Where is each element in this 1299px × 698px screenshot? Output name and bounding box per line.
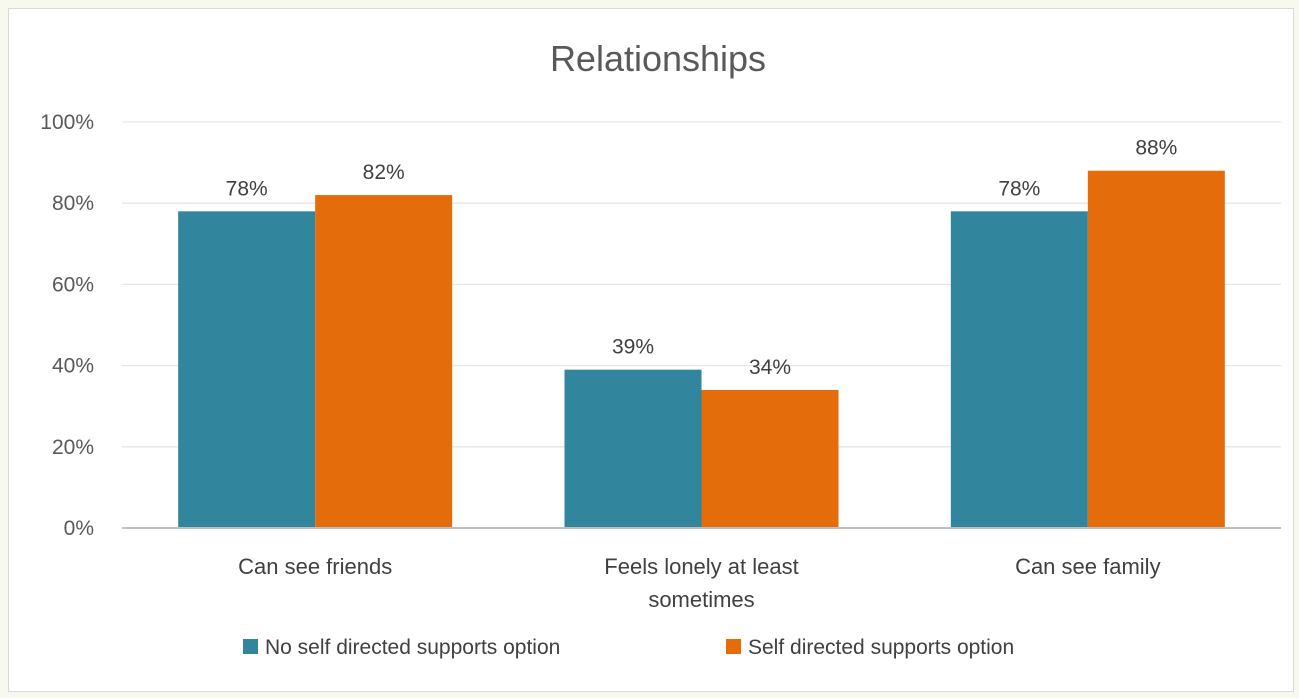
y-tick-label: 60% [52,273,94,296]
y-tick-label: 100% [40,111,94,134]
bar-value-label: 82% [363,161,405,184]
chart-title: Relationships [550,38,766,79]
bar [1087,170,1225,528]
bar-value-label: 88% [1135,137,1177,160]
legend-swatch [726,639,741,654]
category-label: Can see friends [238,554,392,579]
y-tick-label: 40% [52,355,94,378]
legend-label: Self directed supports option [748,636,1014,659]
bar-chart: Relationships 0% 20% 40% 60% 80% 100% 78% 82% 3… [40,38,1281,659]
y-tick-label: 20% [52,436,94,459]
chart-area: Relationships 0% 20% 40% 60% 80% 100% 78% 82% 3… [8,8,1294,692]
y-axis-ticks: 0% 20% 40% 60% 80% 100% [40,111,94,540]
bar [564,369,702,528]
legend-label: No self directed supports option [265,636,560,659]
legend: No self directed supports option Self dir… [243,636,1014,659]
bar [701,389,839,528]
y-tick-label: 0% [64,517,94,540]
category-label: Feels lonely at least [604,554,798,579]
bar-value-label: 78% [226,177,268,200]
x-axis-categories: Can see friends Feels lonely at least some… [238,554,1160,612]
category-label: Can see family [1015,554,1161,579]
category-label: sometimes [648,587,754,612]
bar-value-label: 34% [749,356,791,379]
data-labels: 78% 82% 39% 34% 78% 88% [226,137,1178,379]
legend-swatch [243,639,258,654]
y-tick-label: 80% [52,192,94,215]
bar [950,211,1088,528]
bar-value-label: 78% [998,177,1040,200]
bar [315,195,453,528]
bars [178,170,1225,528]
bar-value-label: 39% [612,336,654,359]
bar [178,211,316,528]
